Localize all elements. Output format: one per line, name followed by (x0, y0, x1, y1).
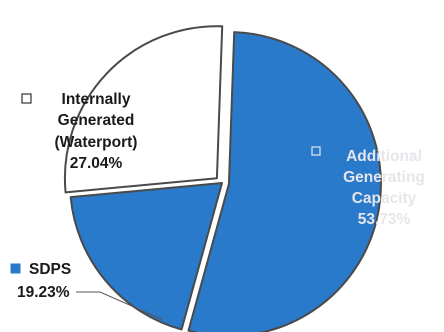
legend-marker-additional (311, 146, 321, 156)
label-additional-value: 53.73% (358, 211, 411, 228)
label-sdps-line1: SDPS (29, 261, 71, 278)
legend-marker-sdps (10, 263, 21, 274)
legend-marker-internal (21, 93, 32, 104)
label-internal-line1: Internally (62, 91, 131, 108)
label-additional: Additional Generating Capacity 53.73% (311, 146, 425, 228)
leader-lines (76, 291, 163, 320)
label-internal-line3: (Waterport) (55, 134, 138, 151)
label-internal-value: 27.04% (70, 155, 123, 172)
label-additional-line3: Capacity (352, 190, 417, 207)
label-internal-line2: Generated (58, 112, 135, 129)
label-sdps: SDPS 19.23% (10, 261, 71, 301)
pie-slices (63, 25, 382, 332)
label-additional-line2: Generating (343, 169, 425, 186)
pie-slice-sdps (69, 182, 223, 331)
pie-slice-internal (63, 25, 224, 194)
label-internal: Internally Generated (Waterport) 27.04% (21, 91, 138, 172)
pie-slice-additional (187, 31, 382, 332)
label-additional-line1: Additional (346, 148, 422, 165)
label-sdps-value: 19.23% (17, 284, 70, 301)
leader-line-sdps (76, 291, 163, 320)
